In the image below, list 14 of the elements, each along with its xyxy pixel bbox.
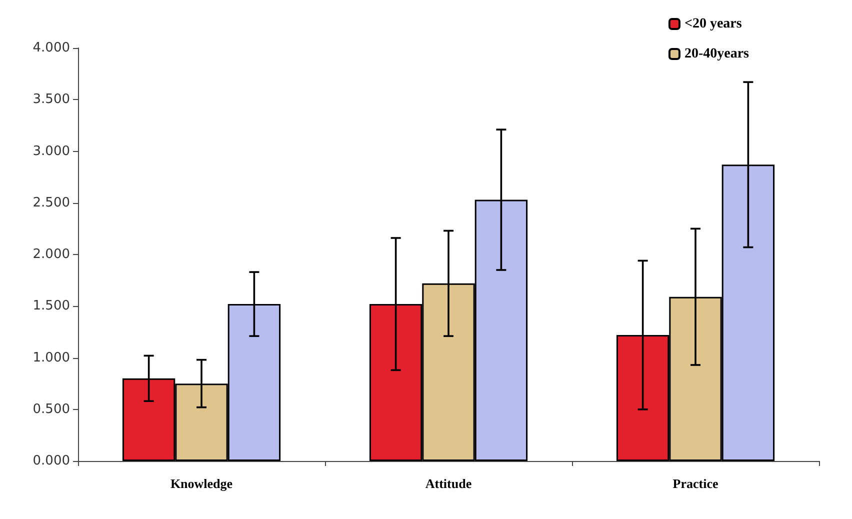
y-tick-label: 4.000: [32, 40, 70, 56]
x-tick-label: Knowledge: [170, 476, 233, 491]
y-tick-label: 3.000: [32, 144, 70, 159]
y-tick-label: 3.500: [32, 92, 70, 108]
x-tick-label: Attitude: [425, 476, 472, 491]
legend-label: <20 years: [684, 16, 742, 32]
y-tick-label: 1.000: [32, 350, 70, 366]
y-tick-label: 1.500: [32, 298, 70, 314]
y-tick-label: 2.500: [32, 195, 70, 210]
legend-label: 20-40years: [684, 46, 750, 62]
x-tick-label: Practice: [672, 476, 718, 491]
y-tick-label: 2.000: [32, 247, 70, 262]
y-tick-label: 0.500: [32, 402, 70, 417]
y-tick-label: 0.000: [32, 454, 70, 468]
